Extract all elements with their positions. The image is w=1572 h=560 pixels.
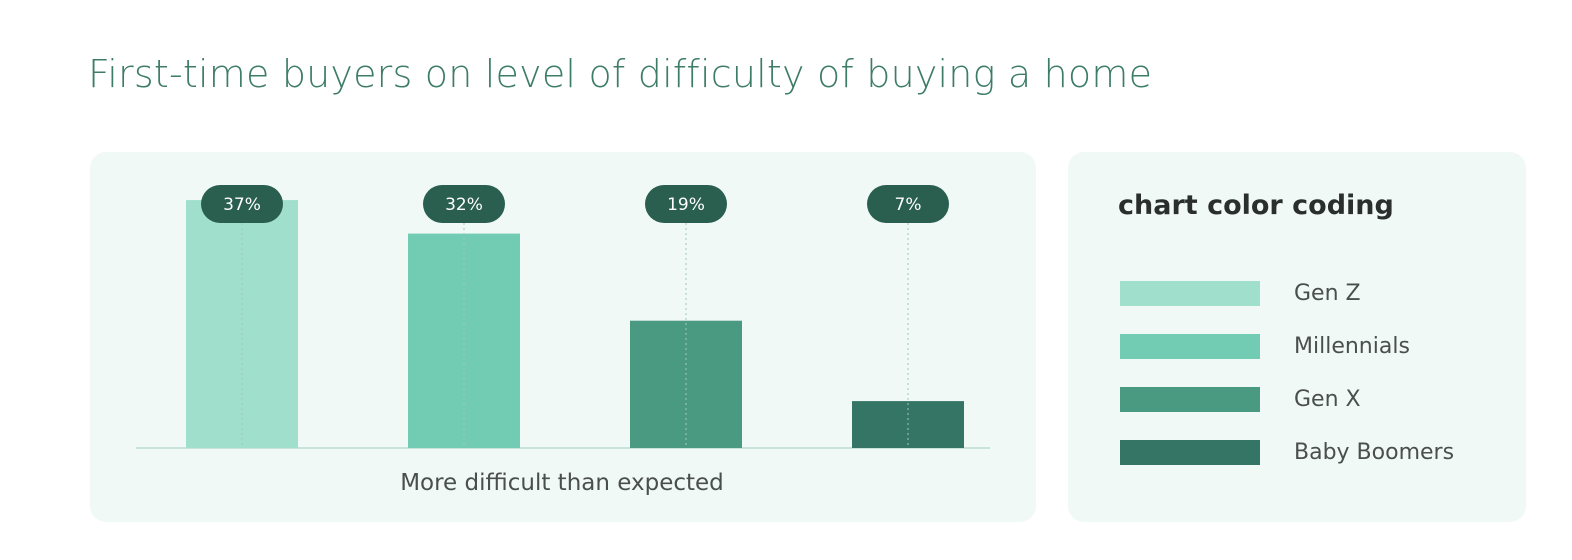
value-bubble-baby-boomers [867,185,949,223]
data-label-gen-z: 37% [223,195,261,215]
legend-label-baby-boomers: Baby Boomers [1294,440,1455,465]
bar-chart: 37% 32% 19% 7% More difficult than expected [136,185,990,496]
value-bubble-gen-x [645,185,727,223]
legend-swatch-gen-x [1120,387,1260,412]
value-bubble-gen-z [201,185,283,223]
data-label-gen-x: 19% [667,195,705,215]
chart-panel: 37% 32% 19% 7% More difficult than expected [90,152,1036,522]
legend-swatch-millennials [1120,334,1260,359]
value-bubble-millennials [423,185,505,223]
legend-title: chart color coding [1118,190,1394,221]
legend-label-gen-x: Gen X [1294,387,1361,412]
data-label-millennials: 32% [445,195,483,215]
bar-millennials [408,233,520,448]
legend-panel: chart color coding Gen Z Millennials Gen X… [1068,152,1526,522]
data-label-baby-boomers: 7% [895,195,922,215]
chart-title: First-time buyers on level of difficulty… [88,52,1153,96]
legend-swatch-gen-z [1120,281,1260,306]
legend-swatch-baby-boomers [1120,440,1260,465]
legend-label-gen-z: Gen Z [1294,281,1361,306]
x-axis-label: More difficult than expected [400,470,724,496]
legend-label-millennials: Millennials [1294,334,1410,359]
